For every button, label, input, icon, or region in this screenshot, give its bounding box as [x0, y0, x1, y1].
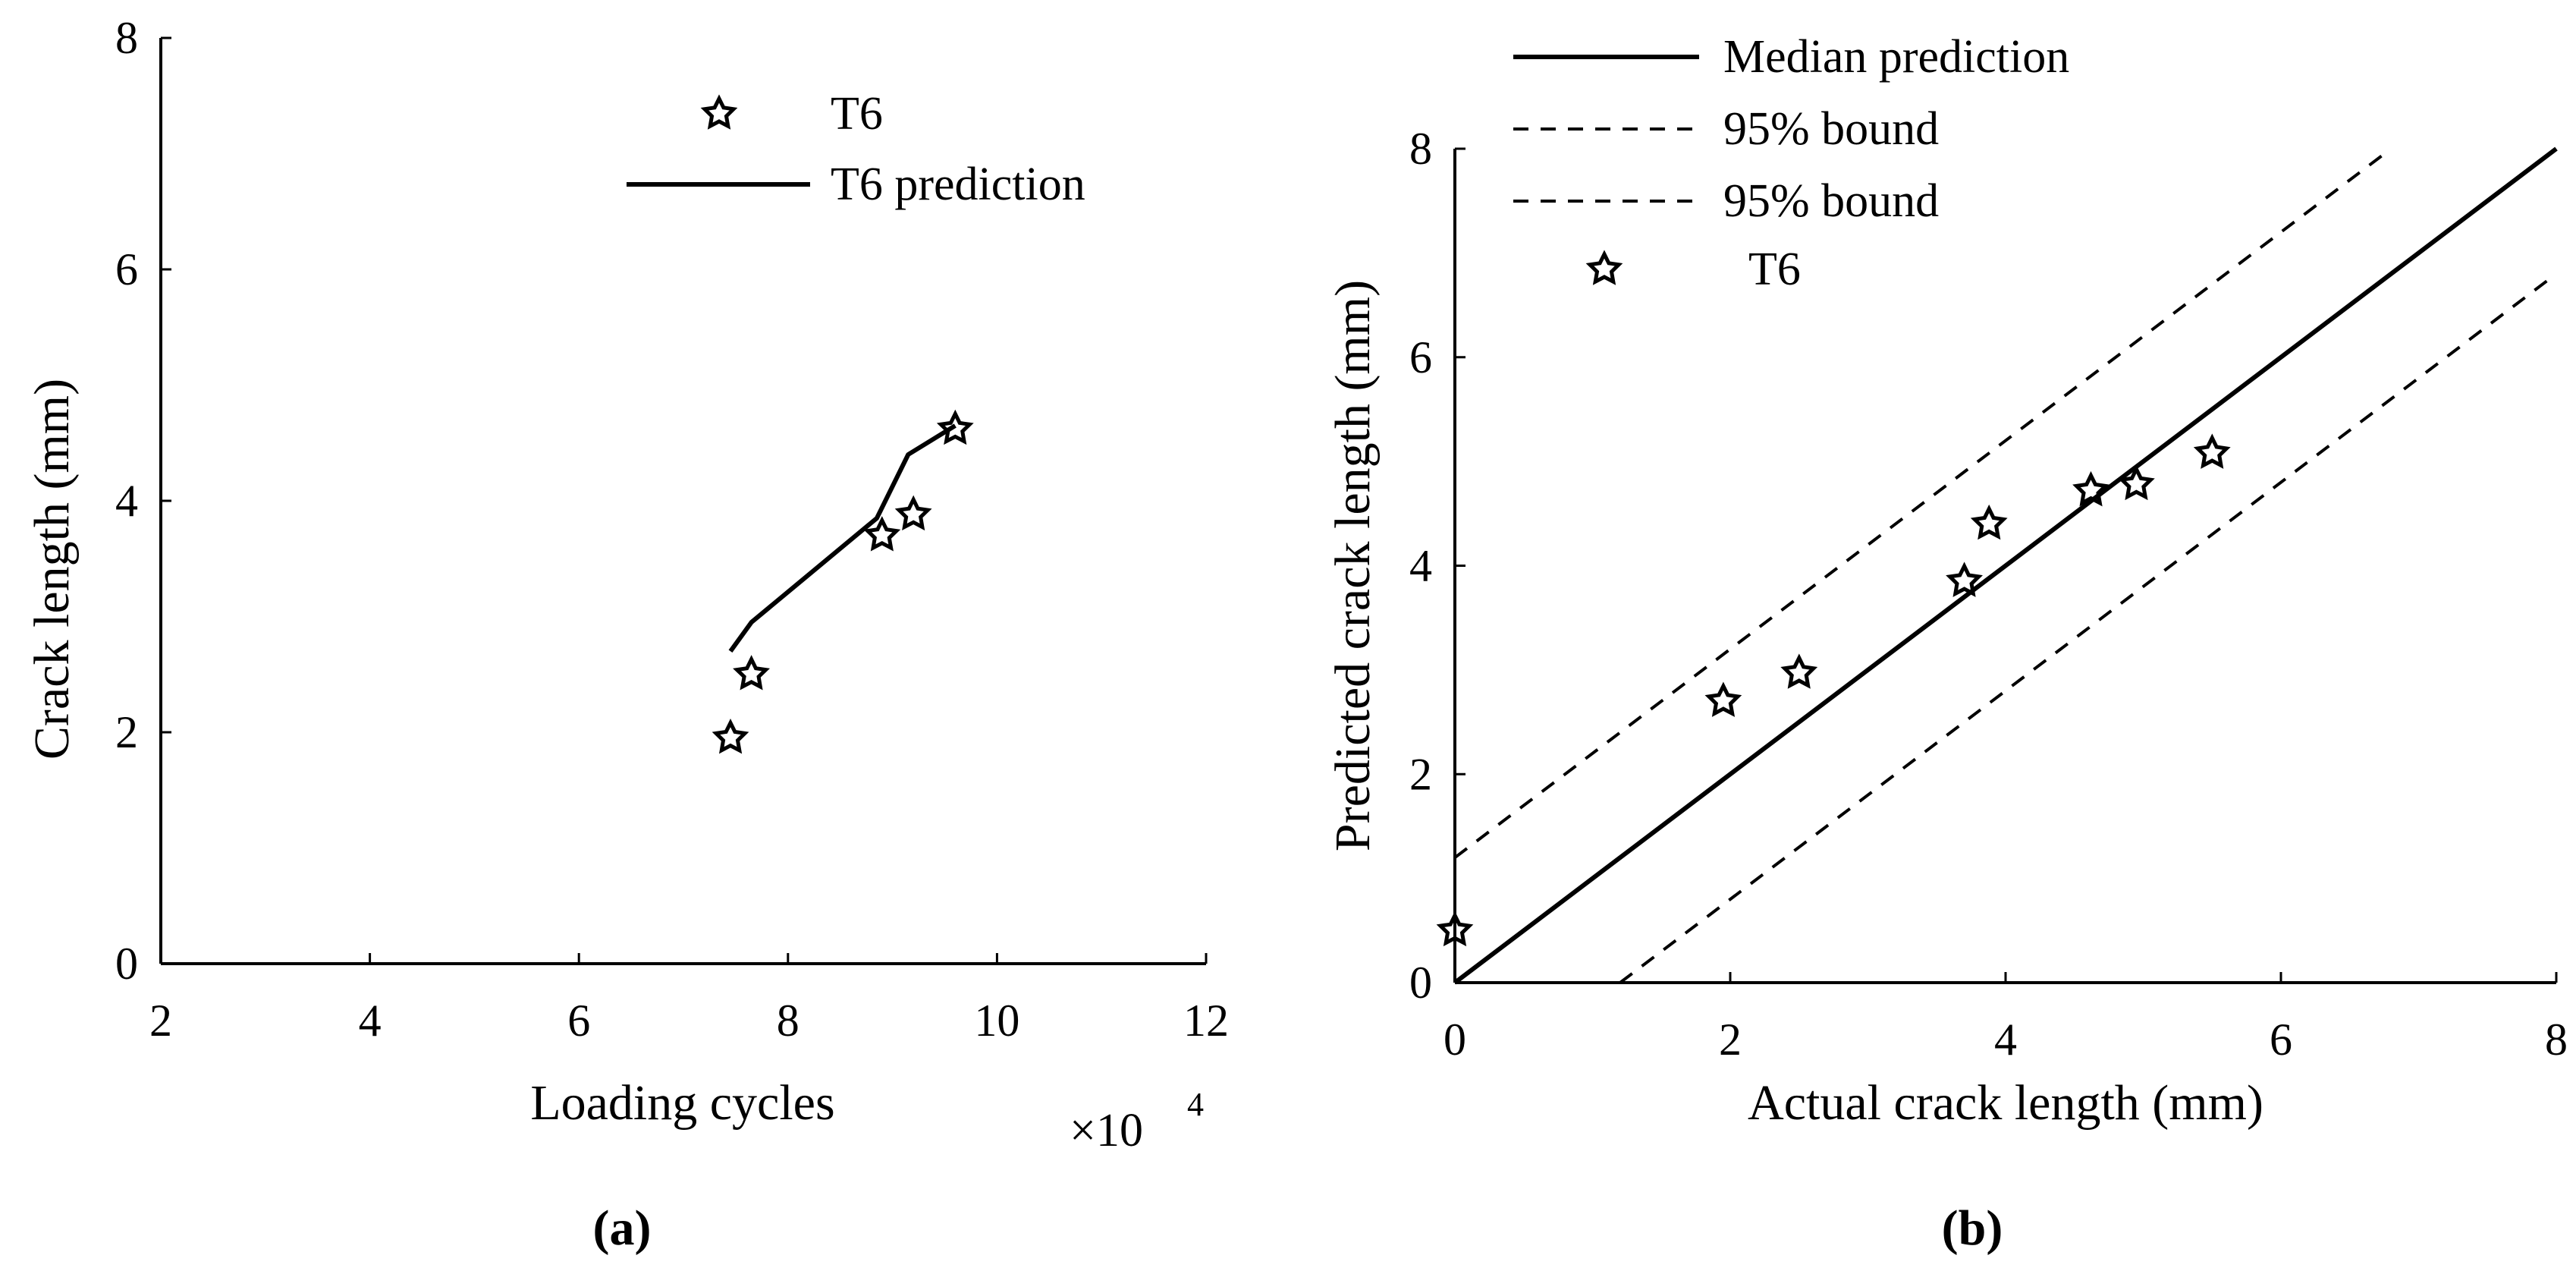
- data-point-t6: [936, 409, 974, 445]
- data-point-t6: [863, 516, 901, 552]
- data-point-t6: [733, 655, 770, 691]
- y-tick-label: 8: [115, 13, 138, 63]
- y-tick-label: 4: [1409, 541, 1432, 591]
- data-point-t6: [1436, 911, 1474, 947]
- y-axis-label: Crack length (mm): [24, 379, 80, 760]
- y-tick-label: 2: [115, 707, 138, 757]
- x-tick-label: 12: [1183, 996, 1229, 1046]
- data-point-t6: [2118, 464, 2155, 501]
- series-line-t6-prediction-1: [728, 423, 957, 653]
- legend: T6 T6 prediction: [627, 88, 1085, 210]
- legend-label: T6: [1748, 244, 1801, 295]
- legend-label: T6 prediction: [831, 159, 1085, 210]
- x-tick-label: 4: [359, 996, 382, 1046]
- data-point-t6: [1946, 562, 1983, 597]
- y-tick-label: 0: [1409, 958, 1432, 1008]
- legend-label: Median prediction: [1723, 31, 2069, 83]
- data-point-t6: [1704, 681, 1742, 717]
- x-axis-multiplier: ×10: [1070, 1105, 1143, 1156]
- y-axis-label: Predicted crack length (mm): [1325, 280, 1381, 851]
- x-tick-label: 0: [1444, 1015, 1466, 1065]
- legend-label: 95% bound: [1723, 103, 1939, 155]
- y-tick-label: 0: [115, 939, 138, 989]
- legend-marker-star: [700, 94, 738, 130]
- data-point-t6: [2193, 433, 2231, 469]
- chart-panel-b: 0 2 4 6 8 0 2 4 6 8 Actual crack length (mm) Predic…: [1325, 31, 2568, 1256]
- data-point-t6: [712, 718, 749, 754]
- legend-label: 95% bound: [1723, 175, 1939, 227]
- y-tick-label: 2: [1409, 749, 1432, 799]
- x-tick-label: 8: [2545, 1015, 2568, 1065]
- y-tick-label: 6: [115, 244, 138, 294]
- data-point-t6: [1780, 653, 1818, 689]
- y-tick-label: 6: [1409, 332, 1432, 382]
- figure-caption: (a): [593, 1200, 652, 1256]
- legend: Median prediction 95% bound 95% bound T6: [1513, 31, 2069, 295]
- x-axis-multiplier-exponent: 4: [1187, 1086, 1204, 1123]
- legend-label: T6: [831, 88, 883, 140]
- y-tick-label: 4: [115, 476, 138, 526]
- x-tick-label: 8: [777, 996, 800, 1046]
- y-tick-label: 8: [1409, 124, 1432, 174]
- x-tick-label: 10: [974, 996, 1019, 1046]
- series-line-95-bound-1: [1453, 147, 2392, 859]
- x-tick-label: 2: [1719, 1015, 1742, 1065]
- series-line-median-prediction-0: [1453, 146, 2558, 985]
- x-tick-label: 6: [2270, 1015, 2292, 1065]
- series-line-95-bound-2: [1619, 272, 2558, 984]
- data-point-t6: [894, 495, 932, 531]
- x-tick-label: 6: [567, 996, 590, 1046]
- legend-marker-star: [1585, 250, 1623, 285]
- x-axis-label: Loading cycles: [530, 1075, 834, 1131]
- figure-caption: (b): [1942, 1200, 2003, 1256]
- x-tick-label: 2: [149, 996, 172, 1046]
- x-axis-label: Actual crack length (mm): [1748, 1075, 2263, 1131]
- x-tick-label: 4: [1994, 1015, 2017, 1065]
- data-point-t6: [1970, 504, 2008, 540]
- data-point-t6: [2072, 470, 2109, 507]
